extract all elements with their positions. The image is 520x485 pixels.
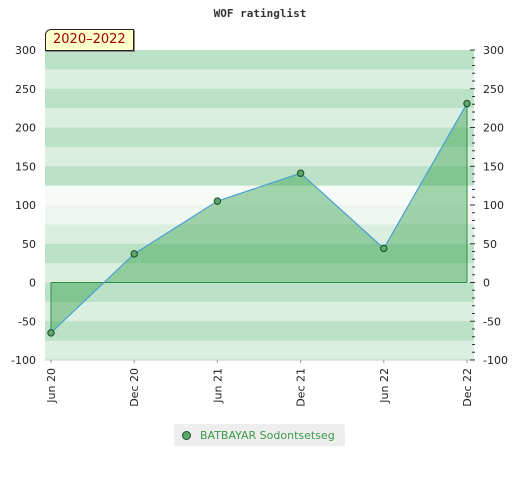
- axes-group: -100 -100 -50 -50 0 0 50 50 100 100 150 150 200 200 25…: [11, 44, 508, 407]
- legend[interactable]: BATBAYAR Sodontsetseg: [174, 424, 345, 446]
- series-point: [463, 99, 471, 108]
- series-points-group: [47, 99, 471, 337]
- x-tick-label: Jun 20: [45, 368, 58, 404]
- x-tick-label: Dec 21: [295, 368, 308, 407]
- background-band: [45, 166, 474, 187]
- series-line: [50, 103, 468, 334]
- y-tick-label-right: 150: [483, 160, 504, 173]
- chart-title: WOF ratinglist: [214, 7, 307, 20]
- series-point: [130, 250, 138, 258]
- y-tick-label-right: -50: [483, 315, 501, 328]
- y-tick-label-left: 300: [15, 44, 36, 57]
- y-tick-label-left: 250: [15, 83, 36, 96]
- background-band: [45, 108, 474, 128]
- background-band: [45, 340, 474, 361]
- y-tick-label-right: 300: [483, 44, 504, 57]
- y-tick-label-left: -50: [18, 315, 36, 328]
- background-band: [45, 282, 474, 303]
- background-band: [45, 301, 474, 322]
- series-point: [380, 244, 388, 253]
- y-tick-label-right: 50: [483, 238, 497, 251]
- y-tick-label-right: -100: [483, 354, 508, 367]
- plot-background: [45, 50, 474, 361]
- x-tick-label: Dec 20: [128, 368, 141, 407]
- x-tick-label: Dec 22: [461, 368, 474, 407]
- background-band: [45, 50, 474, 70]
- series-area: [51, 103, 467, 333]
- background-band: [45, 205, 474, 225]
- y-tick-label-left: 150: [15, 160, 36, 173]
- y-tick-label-left: 50: [22, 238, 36, 251]
- background-band: [45, 321, 474, 342]
- series-point: [47, 329, 55, 337]
- background-band: [45, 224, 474, 245]
- legend-label: BATBAYAR Sodontsetseg: [200, 428, 335, 442]
- x-tick-label: Jun 22: [378, 368, 391, 404]
- legend-marker: [182, 430, 191, 440]
- period-badge: 2020–2022: [45, 29, 134, 51]
- series-point: [213, 197, 222, 205]
- y-tick-label-right: 200: [483, 122, 504, 135]
- y-tick-label-right: 250: [483, 83, 504, 96]
- x-tick-label: Jun 21: [211, 368, 224, 404]
- series-point: [296, 169, 305, 177]
- y-tick-label-right: 100: [483, 199, 504, 212]
- background-band: [45, 88, 474, 109]
- y-tick-label-left: 200: [15, 122, 36, 135]
- background-band: [45, 185, 474, 206]
- y-tick-label-left: 100: [15, 199, 36, 212]
- background-band: [45, 263, 474, 283]
- series-area-group: [50, 103, 468, 334]
- background-band: [45, 69, 474, 90]
- y-tick-label-right: 0: [483, 277, 490, 290]
- background-band: [45, 127, 474, 148]
- y-tick-label-left: -100: [11, 354, 36, 367]
- background-band: [45, 146, 474, 167]
- y-tick-label-left: 0: [29, 277, 36, 290]
- background-band: [45, 243, 474, 264]
